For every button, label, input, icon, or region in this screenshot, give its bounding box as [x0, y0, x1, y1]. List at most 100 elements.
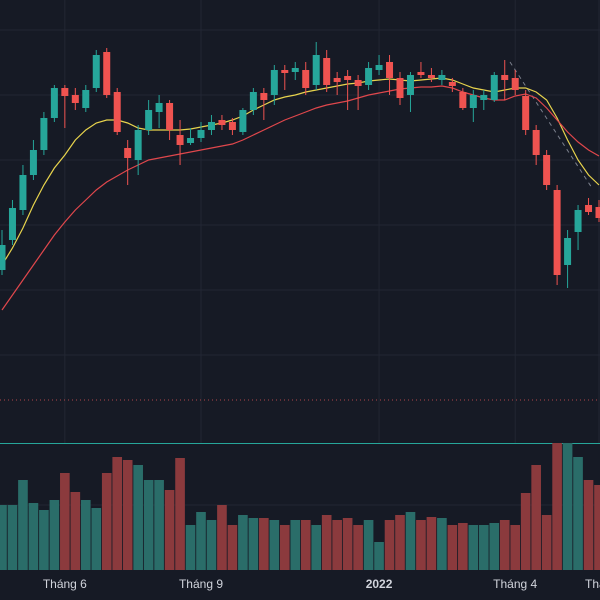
candle-body	[8, 208, 16, 240]
volume-bar	[49, 500, 60, 570]
candle-body	[469, 95, 477, 108]
candle-body	[281, 70, 289, 73]
candle-body	[564, 238, 572, 265]
candle-body	[375, 65, 383, 70]
candle-body	[61, 88, 69, 96]
volume-bar	[60, 473, 70, 570]
candle-body	[396, 78, 404, 98]
moving-average-line	[1, 85, 600, 311]
volume-bar	[458, 523, 468, 570]
volume-bar	[227, 525, 238, 570]
volume-bar	[447, 525, 458, 570]
candle-body	[543, 155, 551, 185]
volume-bar	[7, 505, 18, 570]
volume-bar	[112, 457, 123, 570]
volume-bar	[520, 493, 531, 570]
candle-body	[427, 75, 435, 78]
volume-bar	[238, 515, 248, 570]
candle-body	[585, 205, 593, 212]
volume-bar	[196, 512, 206, 570]
volume-bar	[594, 485, 600, 570]
volume-bar	[70, 492, 81, 570]
volume-bar	[311, 525, 322, 570]
candle-body	[166, 103, 174, 130]
volume-bar	[499, 520, 510, 570]
candle-body	[323, 58, 331, 85]
candle-body	[19, 175, 27, 210]
volume-bar	[248, 518, 259, 570]
x-axis: Tháng 6 Tháng 9 2022 Tháng 4 Thá	[43, 577, 600, 591]
candle-body	[207, 122, 215, 130]
candle-body	[312, 55, 320, 85]
volume-bar	[39, 510, 49, 570]
candle-body	[365, 68, 373, 85]
volume-bar	[384, 520, 395, 570]
candle-body	[145, 110, 153, 130]
volume-bar	[531, 465, 541, 570]
candle-body	[218, 120, 226, 125]
candle-body	[459, 92, 467, 108]
candle-body	[228, 122, 236, 130]
volume-bar	[541, 515, 552, 570]
candle-body	[574, 210, 582, 232]
volume-bar	[80, 500, 91, 570]
volume-bar	[405, 512, 416, 570]
candle-body	[291, 68, 299, 72]
volume-bar	[416, 520, 426, 570]
candle-body	[40, 118, 48, 150]
volume-bar	[583, 480, 594, 570]
volume-bar	[562, 443, 573, 570]
volume-bar	[489, 523, 500, 570]
candle-body	[490, 75, 498, 100]
volume-bar	[290, 520, 301, 570]
volume-bar	[185, 525, 196, 570]
x-tick-label: Tháng 6	[43, 577, 87, 591]
volume-bar	[468, 525, 479, 570]
candle-body	[354, 80, 362, 86]
volume-bar	[353, 525, 363, 570]
volume-bar	[18, 480, 28, 570]
x-tick-label: Tháng 4	[493, 577, 537, 591]
volume-bar	[164, 490, 175, 570]
candle-body	[29, 150, 37, 175]
candle-body	[176, 135, 184, 145]
candle-body	[532, 130, 540, 155]
candles	[0, 42, 600, 288]
candle-body	[187, 138, 195, 143]
candle-body	[197, 130, 205, 138]
volume-bar	[552, 443, 562, 570]
vertical-grid	[64, 0, 600, 443]
volume-bar	[122, 460, 133, 570]
volume-bar	[133, 465, 143, 570]
volume-bar	[0, 505, 7, 570]
candle-body	[480, 95, 488, 100]
candle-body	[92, 55, 100, 88]
volume-bar	[374, 542, 384, 570]
x-tick-label: 2022	[366, 577, 393, 591]
trend-line	[509, 61, 593, 189]
volume-bar	[321, 515, 332, 570]
volume-bar	[143, 480, 154, 570]
candle-body	[0, 245, 6, 270]
volume-bar	[300, 520, 311, 570]
volume-bar	[154, 480, 164, 570]
volume-bar	[101, 473, 112, 570]
moving-averages	[1, 77, 600, 311]
volume-bar	[426, 517, 437, 570]
candle-body	[553, 190, 561, 275]
volume-bar	[363, 520, 374, 570]
candle-body	[417, 72, 425, 75]
volume-bar	[206, 520, 217, 570]
volume-bar	[437, 518, 447, 570]
volume-bar	[573, 457, 583, 570]
volume-bar	[478, 525, 489, 570]
volume-bar	[342, 518, 353, 570]
candle-body	[270, 70, 278, 95]
x-tick-label: Thá	[585, 577, 600, 591]
candle-body	[124, 148, 132, 158]
volume-bar	[510, 525, 521, 570]
volume-bar	[279, 525, 290, 570]
candle-body	[522, 96, 530, 130]
candle-body	[448, 82, 456, 86]
